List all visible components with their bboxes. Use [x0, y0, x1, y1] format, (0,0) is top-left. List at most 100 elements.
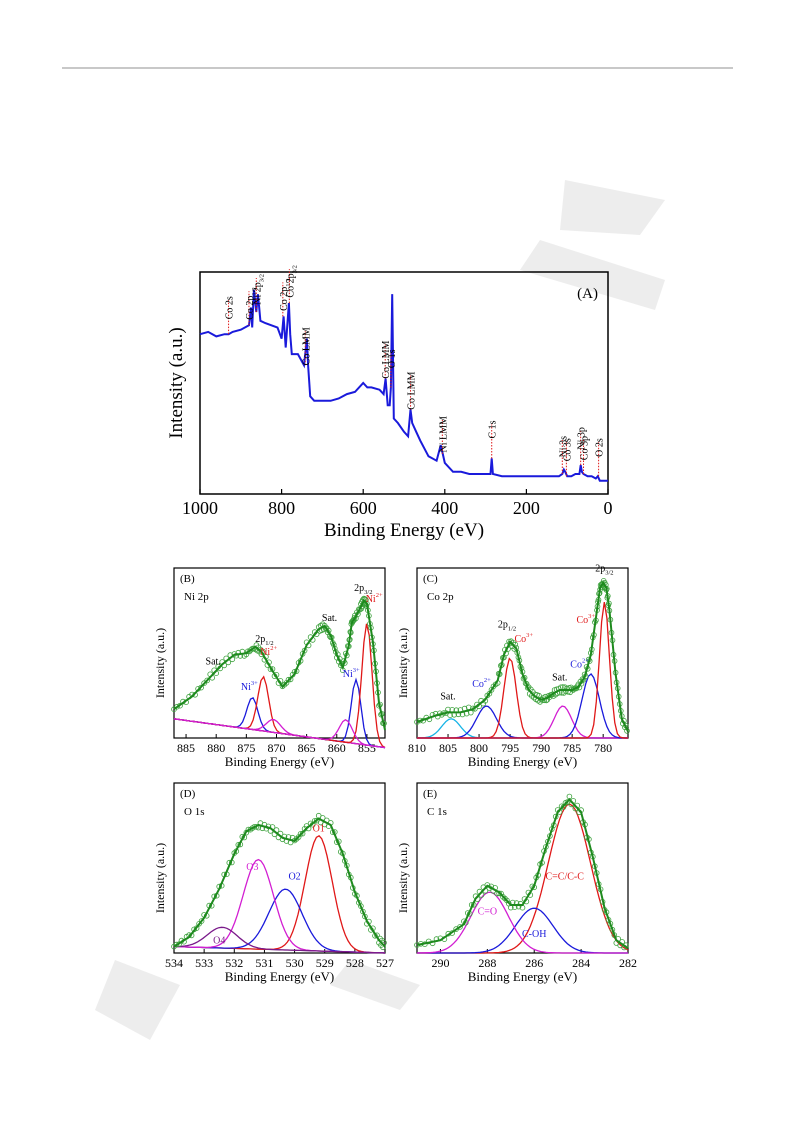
peak-label-0: Sat. [206, 656, 221, 667]
x-tick-label-2: 532 [225, 956, 243, 970]
annotation-label-1: Co 2p1/2 [245, 287, 258, 319]
x-tick-label-6: 528 [346, 956, 364, 970]
x-tick-label-1: 288 [478, 956, 496, 970]
annotation-label-3: Co 2p1/2 [279, 278, 292, 310]
x-tick-label-3: 795 [501, 741, 519, 755]
annotation-label-12: Co 3s [562, 438, 573, 461]
x-tick-label-0: 290 [431, 956, 449, 970]
x-tick-label-5: 0 [604, 498, 613, 518]
component-label-0: O1 [313, 823, 325, 834]
peak-label-1: 2p1/2 [255, 634, 273, 647]
plot-frame [199, 271, 609, 495]
x-tick-label-4: 530 [286, 956, 304, 970]
x-tick-label-4: 200 [513, 498, 540, 518]
annotation-label-5: Co LMM [301, 327, 312, 365]
component-O2 [173, 888, 386, 954]
plot-frame [173, 782, 386, 954]
panel-title: O 1s [184, 806, 204, 818]
y-axis-label: Intensity (a.u.) [166, 327, 187, 438]
x-tick-label-4: 865 [298, 741, 316, 755]
data-point [174, 703, 180, 710]
x-tick-label-2: 286 [525, 956, 543, 970]
x-tick-label-3: 531 [255, 956, 273, 970]
panel-title: Co 2p [427, 591, 454, 603]
component-label-2: O3 [246, 862, 258, 873]
peak-label-2: Ni2+ [260, 645, 277, 658]
annotation-label-6: Co LMM [381, 340, 392, 378]
x-tick-label-0: 885 [177, 741, 195, 755]
c1s-chart: 290 288 286 284 282 Binding Energy (eV) Intens… [396, 782, 637, 984]
envelope-fit-line [416, 580, 629, 733]
x-tick-label-4: 282 [619, 956, 637, 970]
x-tick-label-1: 800 [268, 498, 295, 518]
plot-frame [173, 567, 386, 739]
x-tick-label-0: 810 [408, 741, 426, 755]
x-axis-label: Binding Energy (eV) [324, 520, 484, 541]
panel-b: 885 880 875 870 865 860 855 Binding Energy (eV)… [150, 560, 395, 780]
panel-label: (A) [577, 286, 598, 302]
plot-frame [416, 782, 629, 954]
envelope-fit-line [416, 797, 629, 950]
peak-label-7: Ni2+ [366, 592, 383, 605]
annotation-label-15: O 2s [595, 438, 606, 457]
annotation-label-0: Co 2s [225, 296, 236, 319]
x-axis-label: Binding Energy (eV) [468, 754, 578, 769]
component-label-0: C=C/C-C [545, 871, 584, 882]
component-co2p1 [417, 705, 628, 739]
panel-title: C 1s [427, 806, 447, 818]
x-tick-label-4: 790 [532, 741, 550, 755]
x-tick-label-7: 527 [376, 956, 394, 970]
annotation-label-9: Ni LMM [438, 416, 449, 453]
panel-label: (D) [180, 788, 196, 800]
component-O4 [174, 926, 386, 954]
annotation-label-8: Co LMM [407, 372, 418, 410]
x-tick-label-2: 800 [470, 741, 488, 755]
x-axis-label: Binding Energy (eV) [225, 754, 335, 769]
x-tick-label-5: 785 [563, 741, 581, 755]
component-label-1: C-OH [522, 929, 546, 940]
component-label-2: C=O [478, 907, 498, 918]
annotation-label-2: Ni 2p3/2 [252, 274, 265, 305]
annotation-label-13: Ni 3p [577, 427, 588, 450]
panel-a: 1000 800 600 400 200 0 Binding Energy (eV) Inte… [160, 262, 620, 562]
x-tick-label-3: 400 [431, 498, 458, 518]
panel-d: 534 533 532 531 530 529 528 527 Binding Energy (… [150, 775, 395, 995]
data-point [204, 677, 210, 684]
survey-chart: 1000 800 600 400 200 0 Binding Energy (eV) Inte… [166, 265, 613, 541]
data-point [201, 680, 207, 686]
annotation-label-14: Co 3p [580, 436, 591, 460]
y-axis-label: Intensity (a.u.) [396, 843, 410, 913]
panel-e: 290 288 286 284 282 Binding Energy (eV) Intens… [393, 775, 638, 995]
x-tick-label-2: 600 [350, 498, 377, 518]
component-label-1: O2 [288, 871, 300, 882]
annotation-label-4: Co 2p3/2 [285, 265, 298, 297]
survey-line [199, 289, 608, 482]
peak-label-5: Co2+ [570, 658, 589, 671]
annotation-label-11: Ni 3s [558, 436, 569, 458]
peak-label-0: Sat. [440, 692, 455, 703]
peak-label-6: Co3+ [577, 613, 596, 626]
peak-label-4: Sat. [322, 613, 337, 624]
peak-label-2: 2p1/2 [498, 620, 516, 633]
header-rule [62, 67, 733, 69]
peak-label-1: Co2+ [472, 677, 491, 690]
y-axis-label: Intensity (a.u.) [153, 843, 167, 913]
panel-label: (B) [180, 573, 195, 585]
y-axis-label: Intensity (a.u.) [396, 628, 410, 698]
data-point [564, 799, 571, 805]
data-point [285, 676, 292, 683]
component-C=O [416, 891, 628, 954]
x-tick-label-2: 875 [237, 741, 255, 755]
component-O3 [173, 858, 386, 954]
annotation-label-10: C 1s [488, 420, 499, 438]
peak-label-6: 2p3/2 [354, 583, 372, 596]
panel-label: (E) [423, 788, 437, 800]
peak-label-5: Ni3+ [343, 667, 360, 680]
component-co3p2 [417, 601, 628, 739]
annotation-label-7: O 1s [387, 349, 398, 368]
peak-label-4: Sat. [552, 672, 567, 683]
x-tick-label-0: 1000 [182, 498, 218, 518]
x-tick-label-5: 529 [316, 956, 334, 970]
